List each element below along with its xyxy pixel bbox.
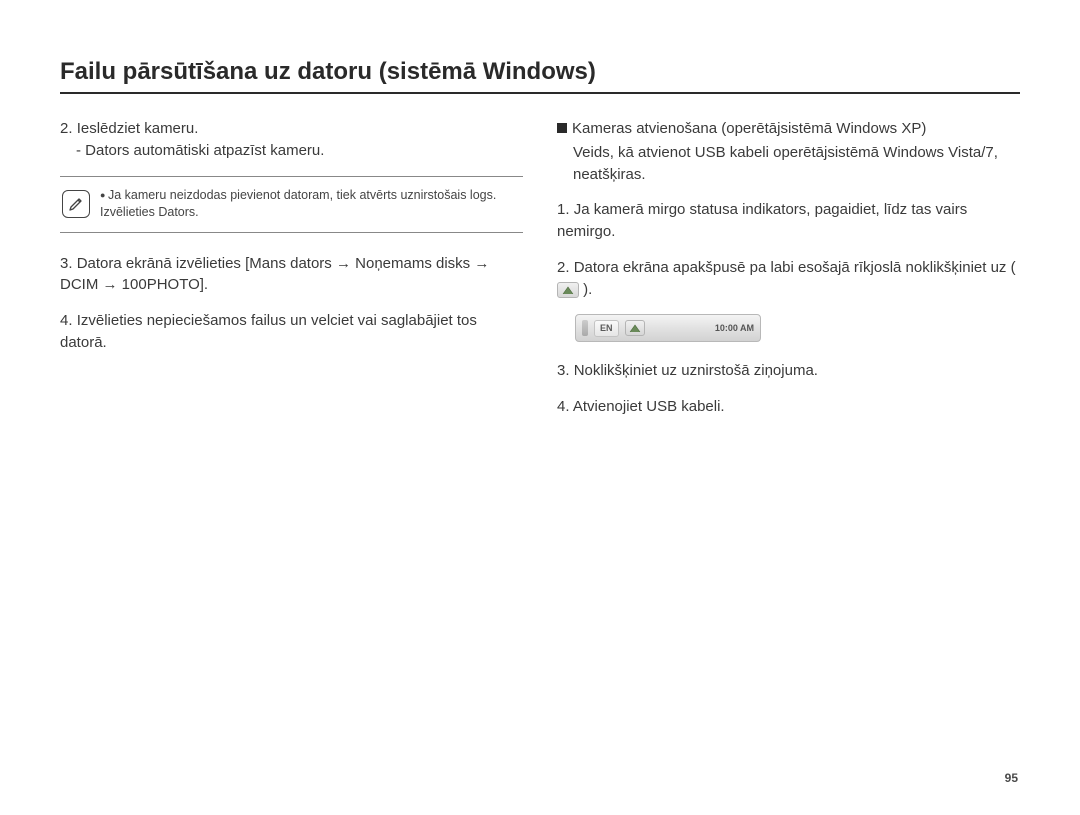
left-step-2: 2. Ieslēdziet kameru. - Dators automātis… <box>60 118 523 162</box>
step-number: 4. <box>60 312 73 329</box>
left-step-3: 3. Datora ekrānā izvēlieties [Mans dator… <box>60 253 523 297</box>
taskbar-lang-chip: EN <box>594 320 619 337</box>
header-text: Kameras atvienošana (operētājsistēmā Win… <box>572 120 926 137</box>
page-title: Failu pārsūtīšana uz datoru (sistēmā Win… <box>60 58 1020 94</box>
intro-text: Veids, kā atvienot USB kabeli operētājsi… <box>557 142 1020 186</box>
step-subtext: - Dators automātiski atpazīst kameru. <box>60 140 523 162</box>
square-bullet-icon <box>557 123 567 133</box>
right-column: Kameras atvienošana (operētājsistēmā Win… <box>557 118 1020 432</box>
note-box: Ja kameru neizdodas pievienot datoram, t… <box>60 176 523 233</box>
step-text: Ja kamerā mirgo statusa indikators, paga… <box>557 201 967 240</box>
taskbar-grip-icon <box>582 320 588 336</box>
right-step-2: 2. Datora ekrāna apakšpusē pa labi esoša… <box>557 257 1020 301</box>
right-step-4: 4. Atvienojiet USB kabeli. <box>557 396 1020 418</box>
right-step-3: 3. Noklikšķiniet uz uznirstošā ziņojuma. <box>557 360 1020 382</box>
manual-page: Failu pārsūtīšana uz datoru (sistēmā Win… <box>0 0 1080 472</box>
taskbar-clock: 10:00 AM <box>715 322 754 335</box>
taskbar-image: EN 10:00 AM <box>575 314 761 342</box>
step-number: 2. <box>557 259 570 276</box>
step-number: 1. <box>557 201 570 218</box>
step-number: 3. <box>557 362 570 379</box>
step-text: Atvienojiet USB kabeli. <box>573 398 725 415</box>
page-number: 95 <box>1005 771 1018 785</box>
step-text: Datora ekrānā izvēlieties [Mans dators →… <box>60 255 489 294</box>
step-number: 3. <box>60 255 73 272</box>
step-text: Izvēlieties nepieciešamos failus un velc… <box>60 312 477 351</box>
step-text-b: ). <box>583 281 592 298</box>
step-number: 4. <box>557 398 570 415</box>
content-columns: 2. Ieslēdziet kameru. - Dators automātis… <box>60 118 1020 432</box>
left-column: 2. Ieslēdziet kameru. - Dators automātis… <box>60 118 523 432</box>
step-number: 2. <box>60 120 73 137</box>
right-step-1: 1. Ja kamerā mirgo statusa indikators, p… <box>557 199 1020 243</box>
section-header: Kameras atvienošana (operētājsistēmā Win… <box>557 118 1020 140</box>
note-text: Ja kameru neizdodas pievienot datoram, t… <box>100 187 521 222</box>
left-step-4: 4. Izvēlieties nepieciešamos failus un v… <box>60 310 523 354</box>
pencil-note-icon <box>62 190 90 218</box>
taskbar-tray-icon <box>625 320 645 336</box>
step-text: Noklikšķiniet uz uznirstošā ziņojuma. <box>574 362 818 379</box>
step-text-a: Datora ekrāna apakšpusē pa labi esošajā … <box>574 259 1016 276</box>
safely-remove-icon <box>557 282 579 298</box>
step-text: Ieslēdziet kameru. <box>77 120 199 137</box>
